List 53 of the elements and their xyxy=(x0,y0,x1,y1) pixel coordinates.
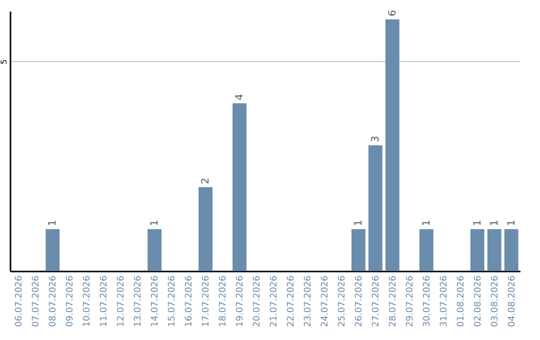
x-tick-label: 10.07.2026 xyxy=(82,275,93,328)
x-tick-label: 04.08.2026 xyxy=(507,275,518,328)
x-tick-label: 15.07.2026 xyxy=(168,275,178,328)
x-tick-label: 23.07.2026 xyxy=(303,275,314,328)
bar xyxy=(504,229,518,271)
x-tick-label: 14.07.2026 xyxy=(150,275,161,328)
x-tick-label: 22.07.2026 xyxy=(286,275,296,328)
bar xyxy=(232,103,246,271)
bar xyxy=(487,229,502,271)
x-tick-label: 21.07.2026 xyxy=(269,275,280,328)
bar xyxy=(470,229,484,271)
bar xyxy=(198,187,213,271)
x-tick-label: 27.07.2026 xyxy=(371,275,382,328)
y-tick-label: 5 xyxy=(0,59,8,64)
x-tick-label: 18.07.2026 xyxy=(218,275,229,328)
x-tick-label: 16.07.2026 xyxy=(184,275,195,328)
data-label: 1 xyxy=(489,220,500,226)
x-tick-label: 03.08.2026 xyxy=(490,275,500,328)
x-tick-label: 06.07.2026 xyxy=(14,275,25,328)
data-label: 1 xyxy=(472,220,484,226)
x-tick-label: 13.07.2026 xyxy=(134,275,144,328)
bar xyxy=(385,19,400,271)
data-label: 1 xyxy=(48,220,59,226)
x-tick-label: 28.07.2026 xyxy=(388,275,398,328)
x-tick-label: 09.07.2026 xyxy=(66,275,76,328)
x-tick-label: 12.07.2026 xyxy=(116,275,127,328)
x-tick-label: 01.08.2026 xyxy=(456,275,466,328)
x-tick-label: 11.07.2026 xyxy=(100,275,110,328)
bar xyxy=(368,145,382,271)
bar xyxy=(351,229,366,271)
data-label: 1 xyxy=(506,220,518,226)
data-label: 1 xyxy=(353,220,364,226)
data-label: 1 xyxy=(421,220,432,226)
x-tick-label: 07.07.2026 xyxy=(32,275,42,328)
data-label: 1 xyxy=(150,220,161,226)
x-tick-label: 24.07.2026 xyxy=(320,275,330,328)
x-tick-label: 31.07.2026 xyxy=(439,275,450,328)
x-tick-label: 30.07.2026 xyxy=(422,275,432,328)
data-label: 3 xyxy=(370,136,382,142)
x-tick-label: 02.08.2026 xyxy=(473,275,484,328)
x-tick-label: 29.07.2026 xyxy=(405,275,416,328)
x-tick-label: 20.07.2026 xyxy=(252,275,263,328)
data-label: 4 xyxy=(234,94,246,100)
x-tick-label: 26.07.2026 xyxy=(354,275,364,328)
bar xyxy=(148,229,162,271)
x-tick-label: 17.07.2026 xyxy=(202,275,212,328)
x-tick-label: 25.07.2026 xyxy=(337,275,348,328)
data-label: 6 xyxy=(387,10,398,16)
bar xyxy=(419,229,434,271)
x-tick-label: 19.07.2026 xyxy=(236,275,246,328)
x-tick-label: 08.07.2026 xyxy=(48,275,59,328)
bar xyxy=(46,229,60,271)
data-label: 2 xyxy=(200,178,212,184)
